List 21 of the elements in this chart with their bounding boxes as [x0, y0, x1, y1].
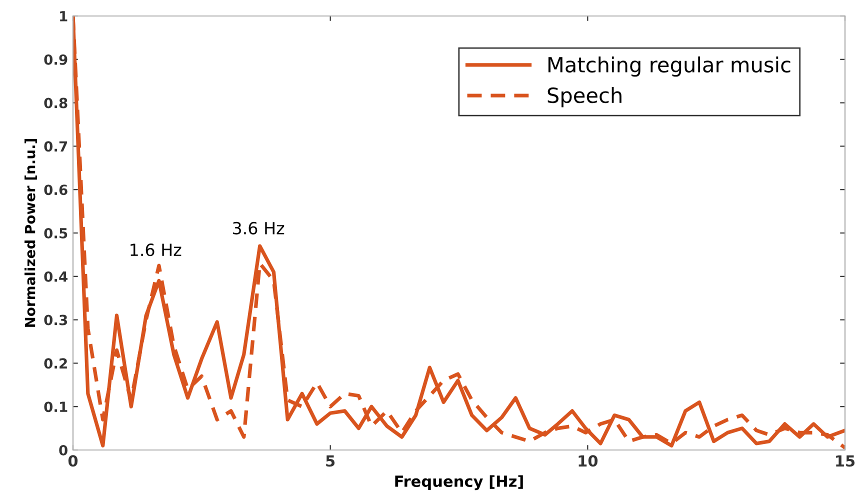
annotation: 1.6 Hz: [130, 244, 182, 256]
y-tick-label: 0.4: [44, 271, 68, 282]
y-tick-label: 0: [59, 444, 68, 456]
y-tick-label: 0.8: [44, 98, 68, 108]
x-tick-label: 10: [578, 455, 598, 467]
y-tick-label: 1: [60, 11, 68, 22]
annotation: 3.6 Hz: [233, 222, 284, 234]
y-tick-label: 0.7: [44, 141, 68, 152]
x-tick-label: 0: [68, 455, 78, 467]
y-tick-label: 0.3: [44, 314, 68, 326]
x-tick-label: 15: [836, 455, 855, 467]
x-tick-label: 5: [326, 455, 335, 467]
y-tick-label: 0.1: [44, 402, 68, 412]
y-tick-label: 0.2: [44, 358, 67, 369]
y-tick-label: 0.5: [44, 228, 68, 238]
x-axis-title: Frequency [Hz]: [395, 475, 523, 490]
y-tick-label: 0.6: [44, 184, 68, 196]
legend-label: Matching regular music: [548, 56, 790, 77]
y-axis-title: Normalized Power [n.u.]: [24, 139, 37, 327]
y-tick-label: 0.9: [44, 54, 68, 65]
legend-label: Speech: [548, 87, 622, 108]
